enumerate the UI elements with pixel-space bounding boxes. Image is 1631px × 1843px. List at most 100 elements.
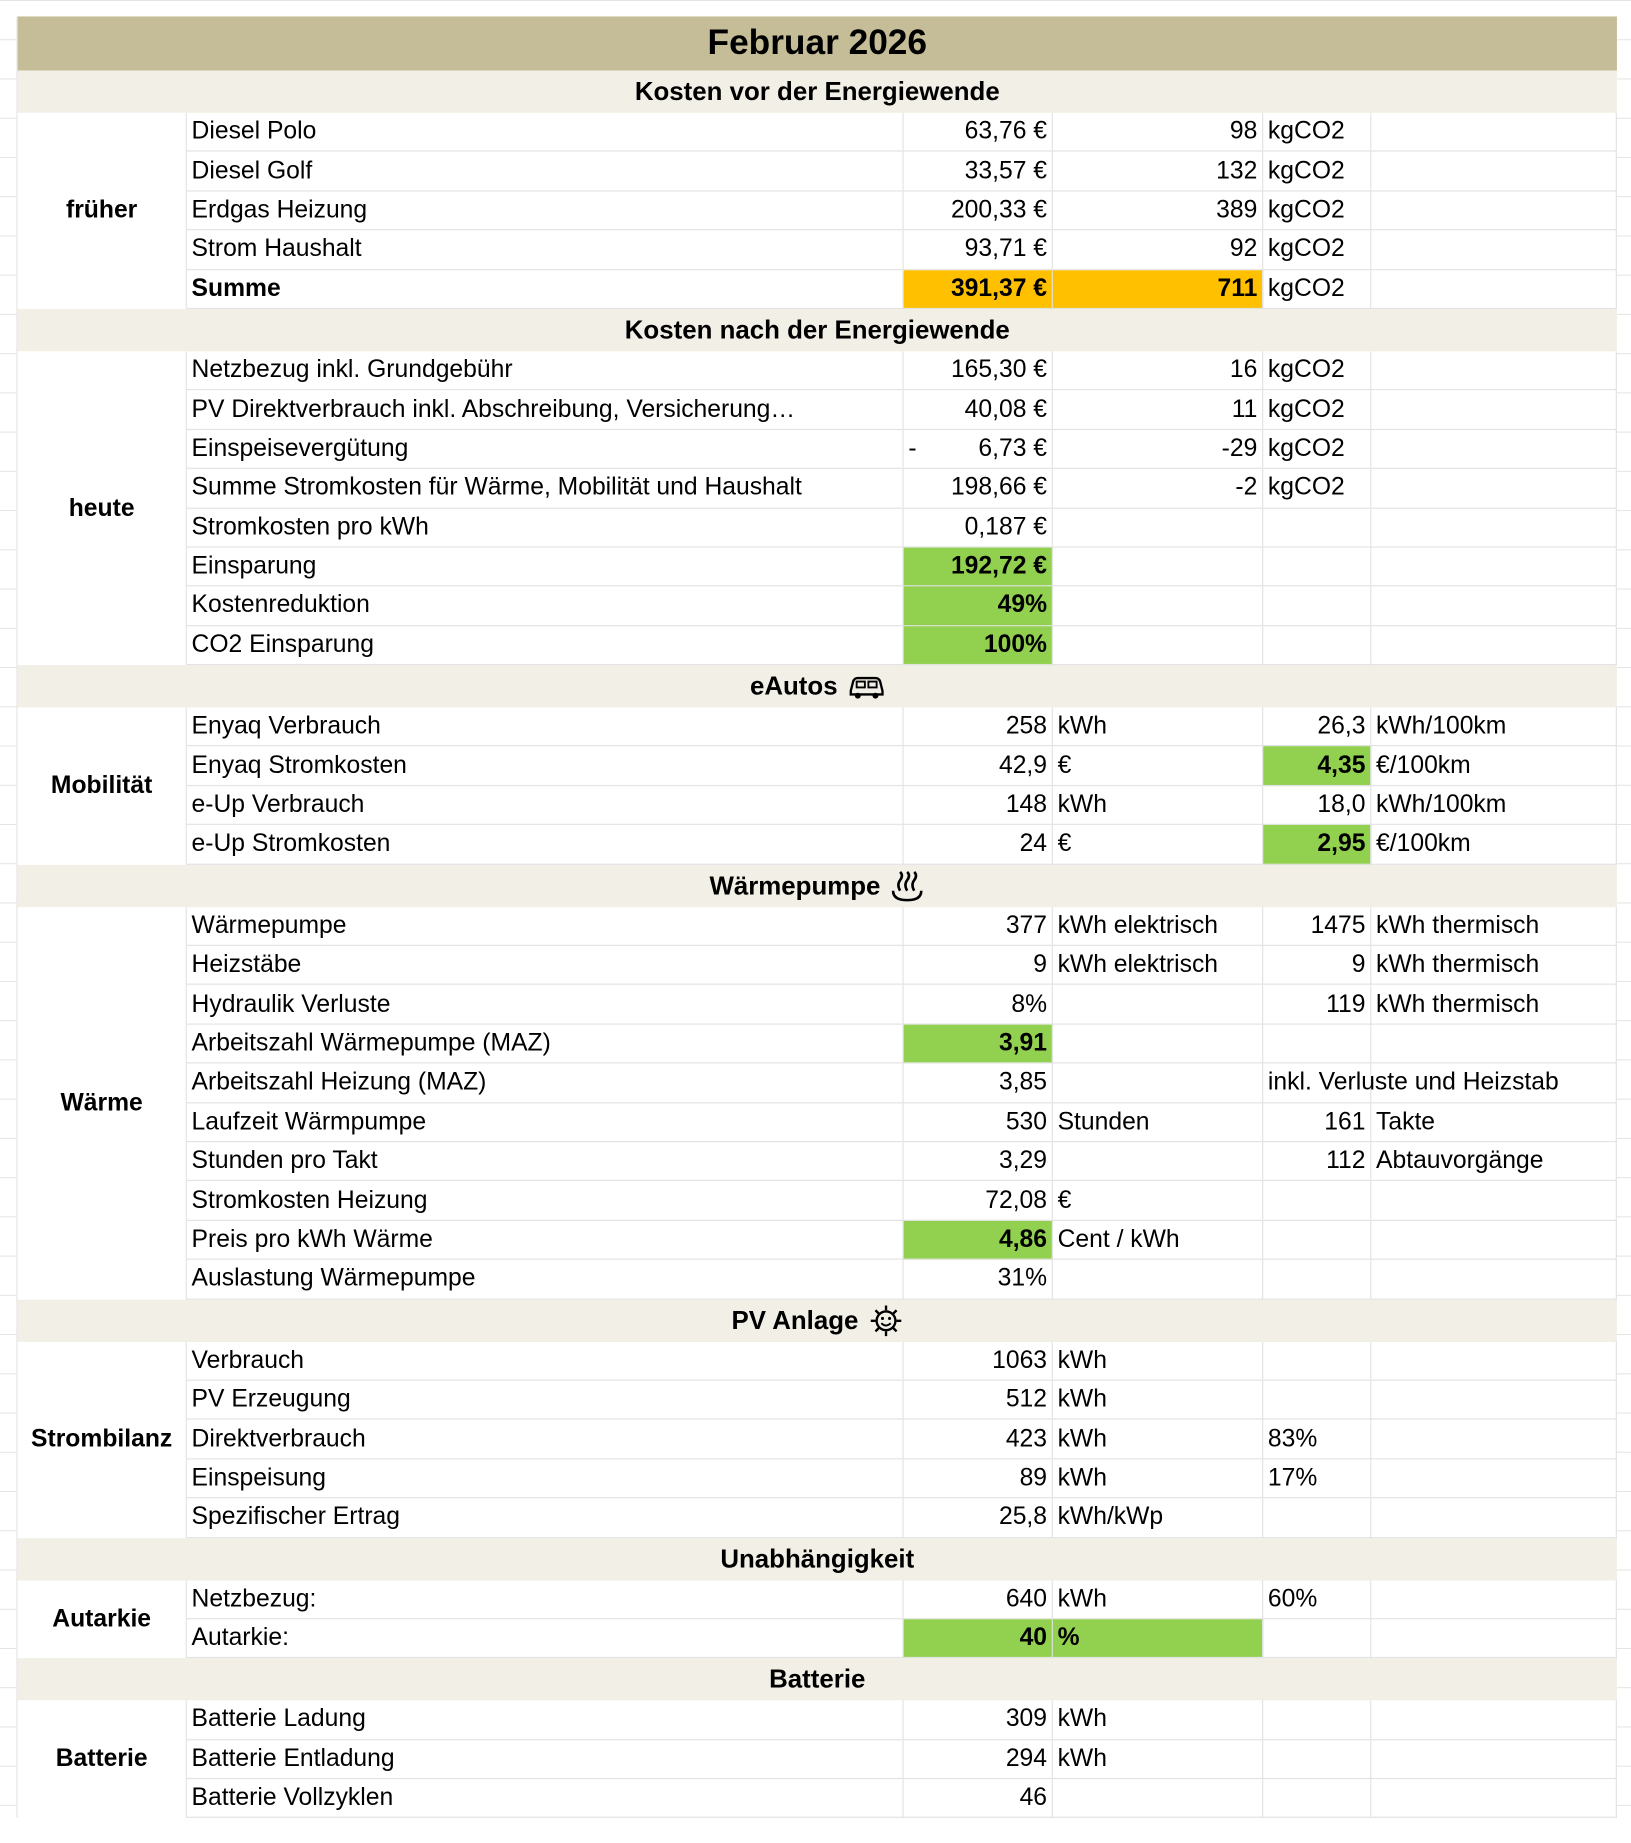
cell (1371, 1739, 1617, 1780)
cell (1371, 191, 1617, 231)
cell-text: e-Up Verbrauch (191, 790, 365, 818)
cell: kWh (1052, 1341, 1264, 1381)
cell: -2 (1052, 469, 1264, 509)
row-label: Enyaq Verbrauch (186, 707, 904, 747)
section-title: Batterie (769, 1664, 866, 1694)
cell-text: €/100km (1376, 751, 1471, 779)
cell (1052, 1063, 1264, 1103)
row-label: PV Direktverbrauch inkl. Abschreibung, V… (186, 390, 904, 430)
cell: kgCO2 (1263, 191, 1372, 231)
cell: 72,08 (903, 1181, 1053, 1221)
cell: 112 (1263, 1142, 1372, 1182)
row-label: Netzbezug inkl. Grundgebühr (186, 351, 904, 391)
cell: 40,08 € (903, 390, 1053, 430)
cell: 377 (903, 906, 1053, 946)
cell-text: 16 (1229, 356, 1258, 384)
cell-text: CO2 Einsparung (191, 630, 374, 658)
cell (1052, 508, 1264, 548)
row-label: Stromkosten Heizung (186, 1181, 904, 1221)
row-label: Einspeisevergütung (186, 429, 904, 470)
cell: € (1052, 746, 1264, 786)
cell-text: kgCO2 (1267, 356, 1345, 384)
section-title: Unabhängigkeit (720, 1543, 915, 1573)
cell-text: Erdgas Heizung (191, 196, 368, 224)
cell-text: 148 (1005, 790, 1048, 818)
row-label: Enyaq Stromkosten (186, 746, 904, 786)
cell (1052, 547, 1264, 587)
row-label: Erdgas Heizung (186, 191, 904, 231)
group-label: Autarkie (17, 1579, 187, 1659)
cell: €/100km (1371, 825, 1617, 865)
cell: 3,29 (903, 1142, 1053, 1182)
cell-text: Netzbezug inkl. Grundgebühr (191, 356, 513, 384)
cell (1371, 269, 1617, 309)
row-label: e-Up Stromkosten (186, 825, 904, 865)
cell-text: 83% (1267, 1424, 1318, 1452)
cell (1371, 1220, 1617, 1260)
cell: 24 (903, 825, 1053, 865)
cell-text: € (1057, 751, 1072, 779)
row-label: Summe (186, 269, 904, 309)
cell: € (1052, 825, 1264, 865)
cell: kWh (1052, 1380, 1264, 1420)
cell: kWh/100km (1371, 707, 1617, 747)
cell-text: 60% (1267, 1584, 1318, 1612)
cell (1371, 508, 1617, 548)
row-label: Hydraulik Verluste (186, 985, 904, 1025)
cell: 258 (903, 707, 1053, 747)
group-label: Mobilität (17, 707, 187, 865)
cell-text: Preis pro kWh Wärme (191, 1225, 433, 1253)
cell-text: Summe Stromkosten für Wärme, Mobilität u… (191, 473, 802, 501)
cell (1263, 1619, 1372, 1659)
cell-text: Spezifischer Ertrag (191, 1503, 401, 1531)
cell-text: kgCO2 (1267, 117, 1345, 145)
cell-text: 391,37 € (950, 274, 1048, 302)
cell: kWh (1052, 707, 1264, 747)
cell-text: kgCO2 (1267, 235, 1345, 263)
cell-text: 112 (1326, 1147, 1366, 1175)
cell-text: kWh (1057, 1464, 1107, 1492)
cell-text: Kostenreduktion (191, 591, 370, 619)
cell-text: Heizstäbe (191, 950, 302, 978)
cell-text: Arbeitszahl Wärmepumpe (MAZ) (191, 1029, 551, 1057)
cell: kWh (1052, 1739, 1264, 1780)
cell-text: Enyaq Verbrauch (191, 712, 381, 740)
row-label: Direktverbrauch (186, 1419, 904, 1460)
cell: kWh/100km (1371, 785, 1617, 826)
cell: kWh (1052, 1419, 1264, 1460)
cell-text: 0,187 € (964, 513, 1048, 541)
cell: 9 (1263, 945, 1372, 986)
row-label: PV Erzeugung (186, 1380, 904, 1420)
cell-text: Wärmepumpe (191, 911, 347, 939)
cell (1371, 547, 1617, 587)
cell: 389 (1052, 191, 1264, 231)
cell (1371, 1181, 1617, 1221)
row-label: Batterie Ladung (186, 1700, 904, 1740)
cell-text: Verbrauch (191, 1346, 305, 1374)
cell-text: 512 (1005, 1385, 1048, 1413)
cell-text: Stromkosten pro kWh (191, 513, 429, 541)
cell-text: kWh (1057, 712, 1107, 740)
cell-text: -2 (1235, 473, 1258, 501)
cell-text: 9 (1033, 950, 1048, 978)
cell: 9 (903, 945, 1053, 986)
cell-text: 9 (1351, 950, 1366, 978)
cell: 391,37 € (903, 269, 1053, 309)
cell-text: Batterie Vollzyklen (191, 1784, 394, 1812)
cell-text: Einspeisung (191, 1464, 326, 1492)
cell (1263, 508, 1372, 548)
cell-text: kWh (1057, 1744, 1107, 1772)
cell: 1063 (903, 1341, 1053, 1381)
cell: 26,3 (1263, 707, 1372, 747)
cell-text: Hydraulik Verluste (191, 990, 391, 1018)
row-label: Einsparung (186, 547, 904, 587)
cell: 132 (1052, 152, 1264, 192)
cell-text: 49% (997, 591, 1048, 619)
cell: % (1052, 1619, 1264, 1659)
cell-text: kWh (1057, 1346, 1107, 1374)
cell-text: 3,91 (998, 1029, 1048, 1057)
group-label: früher (17, 112, 187, 309)
cell-text: 530 (1005, 1107, 1048, 1135)
row-label: Arbeitszahl Heizung (MAZ) (186, 1063, 904, 1103)
row-label: Laufzeit Wärmpumpe (186, 1102, 904, 1143)
